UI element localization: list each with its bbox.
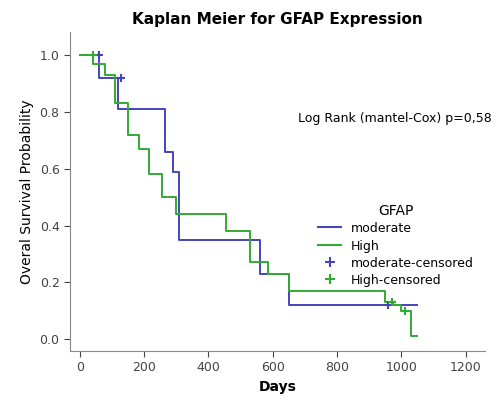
X-axis label: Days: Days (258, 380, 296, 394)
Legend: moderate, High, moderate-censored, High-censored: moderate, High, moderate-censored, High-… (314, 199, 479, 292)
Text: Log Rank (mantel-Cox) p=0,58: Log Rank (mantel-Cox) p=0,58 (298, 112, 492, 125)
Title: Kaplan Meier for GFAP Expression: Kaplan Meier for GFAP Expression (132, 12, 423, 27)
Y-axis label: Overal Survival Probability: Overal Survival Probability (20, 99, 34, 284)
